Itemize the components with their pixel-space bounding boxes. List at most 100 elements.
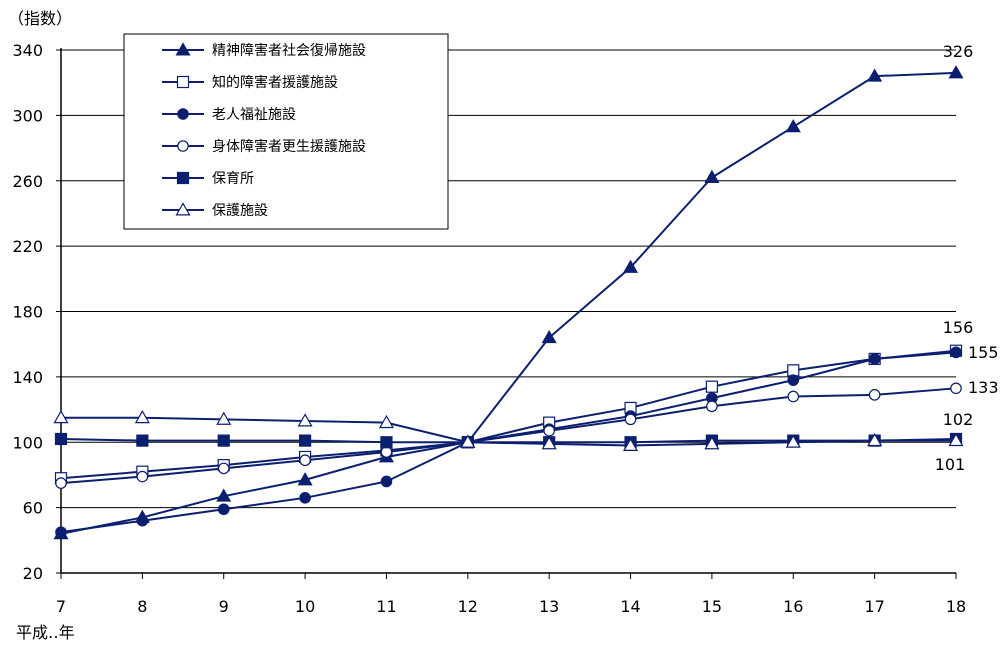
data-point	[867, 68, 883, 82]
y-tick-label: 340	[12, 41, 43, 60]
data-point	[541, 436, 557, 450]
data-point	[299, 454, 311, 467]
legend-item: 老人福祉施設	[162, 107, 296, 123]
data-point	[53, 410, 69, 424]
data-point	[217, 462, 230, 475]
y-tick-label: 60	[23, 499, 43, 518]
x-tick-label: 13	[539, 597, 559, 616]
legend-item: 保育所	[162, 171, 254, 187]
x-tick-label: 17	[864, 597, 884, 616]
legend-marker	[175, 202, 191, 216]
data-point	[704, 436, 720, 450]
legend-item: 知的障害者援護施設	[162, 74, 338, 91]
data-point	[216, 411, 232, 425]
data-point	[298, 434, 312, 447]
data-point	[948, 432, 964, 447]
data-point	[136, 470, 149, 483]
y-tick-label: 100	[12, 433, 43, 452]
data-point	[868, 353, 881, 365]
legend-marker	[177, 140, 189, 152]
series-line-4	[60, 387, 957, 485]
data-point	[623, 437, 639, 451]
data-point	[297, 472, 313, 486]
data-point	[706, 400, 718, 413]
data-point	[299, 492, 311, 504]
data-point	[787, 390, 800, 403]
y-tick-label: 140	[12, 368, 43, 387]
data-label: 101	[935, 455, 966, 474]
data-point	[787, 374, 800, 386]
legend-marker	[177, 108, 189, 120]
x-tick-label: 12	[458, 597, 478, 616]
x-tick-label: 16	[783, 597, 803, 616]
data-point	[950, 346, 962, 359]
y-tick-labels: 20 60 100 140 180 220 260 300 340	[12, 41, 43, 583]
x-tick-label: 7	[56, 597, 66, 616]
data-point	[297, 413, 313, 427]
legend-item: 保護施設	[162, 202, 268, 219]
legend-item: 身体障害者更生援護施設	[162, 139, 366, 155]
legend-marker	[176, 171, 190, 185]
legend-label: 精神障害者社会復帰施設	[212, 42, 366, 59]
data-point	[55, 526, 67, 538]
y-tick-label: 300	[12, 106, 43, 125]
x-tick-label: 14	[620, 597, 640, 616]
data-labels: 326 156 155 133 102 101	[935, 42, 999, 474]
data-point	[948, 65, 964, 79]
x-tick-label: 11	[376, 597, 396, 616]
data-point	[216, 488, 232, 502]
legend-label: 身体障害者更生援護施設	[212, 139, 366, 155]
series-line-2	[60, 349, 957, 480]
data-point	[217, 434, 230, 447]
legend-label: 保育所	[212, 171, 254, 187]
legend-box	[123, 33, 449, 230]
data-point	[950, 382, 962, 395]
legend-item: 精神障害者社会復帰施設	[162, 42, 366, 59]
y-tick-label: 20	[23, 564, 43, 583]
series-lines	[60, 71, 957, 535]
legend-label: 保護施設	[212, 203, 268, 219]
data-point	[787, 364, 800, 377]
series-line-6	[61, 416, 956, 447]
series-6-points	[53, 410, 964, 451]
data-point	[136, 434, 149, 447]
y-tick-label: 220	[12, 237, 43, 256]
legend-label: 老人福祉施設	[212, 107, 296, 123]
x-axis-label: 平成‥年	[16, 623, 75, 642]
legend-marker	[176, 75, 190, 89]
data-label: 156	[943, 318, 974, 337]
data-point	[868, 389, 881, 401]
data-point	[378, 414, 394, 429]
data-point	[380, 446, 393, 458]
data-point	[541, 329, 557, 344]
data-label: 133	[968, 378, 999, 397]
data-point	[217, 503, 230, 516]
data-label: 326	[943, 42, 974, 61]
data-point	[460, 434, 476, 448]
legend-label: 知的障害者援護施設	[212, 74, 338, 91]
y-axis-label: （指数）	[8, 9, 72, 28]
x-tick-labels: 7 8 9 10 11 12 13 14 15 16 17 18	[56, 597, 966, 616]
x-tick-label: 9	[219, 597, 229, 616]
series-layer	[53, 65, 964, 540]
data-point	[55, 477, 67, 489]
x-tick-label: 10	[295, 597, 315, 616]
series-line-1	[60, 71, 957, 535]
x-tick-label: 18	[946, 597, 966, 616]
data-point	[380, 436, 393, 449]
legend: 精神障害者社会復帰施設知的障害者援護施設老人福祉施設身体障害者更生援護施設保育所…	[123, 33, 449, 230]
y-tick-label: 180	[12, 303, 43, 322]
data-label: 102	[943, 410, 974, 429]
series-markers	[53, 65, 964, 540]
y-tick-label: 260	[12, 172, 43, 191]
data-point	[785, 434, 801, 448]
data-label: 155	[968, 343, 999, 362]
data-point	[705, 380, 719, 393]
data-point	[704, 169, 720, 183]
data-point	[623, 259, 639, 273]
data-point	[785, 119, 801, 133]
data-point	[136, 514, 149, 527]
x-tick-label: 8	[137, 597, 147, 616]
data-point	[134, 410, 150, 424]
